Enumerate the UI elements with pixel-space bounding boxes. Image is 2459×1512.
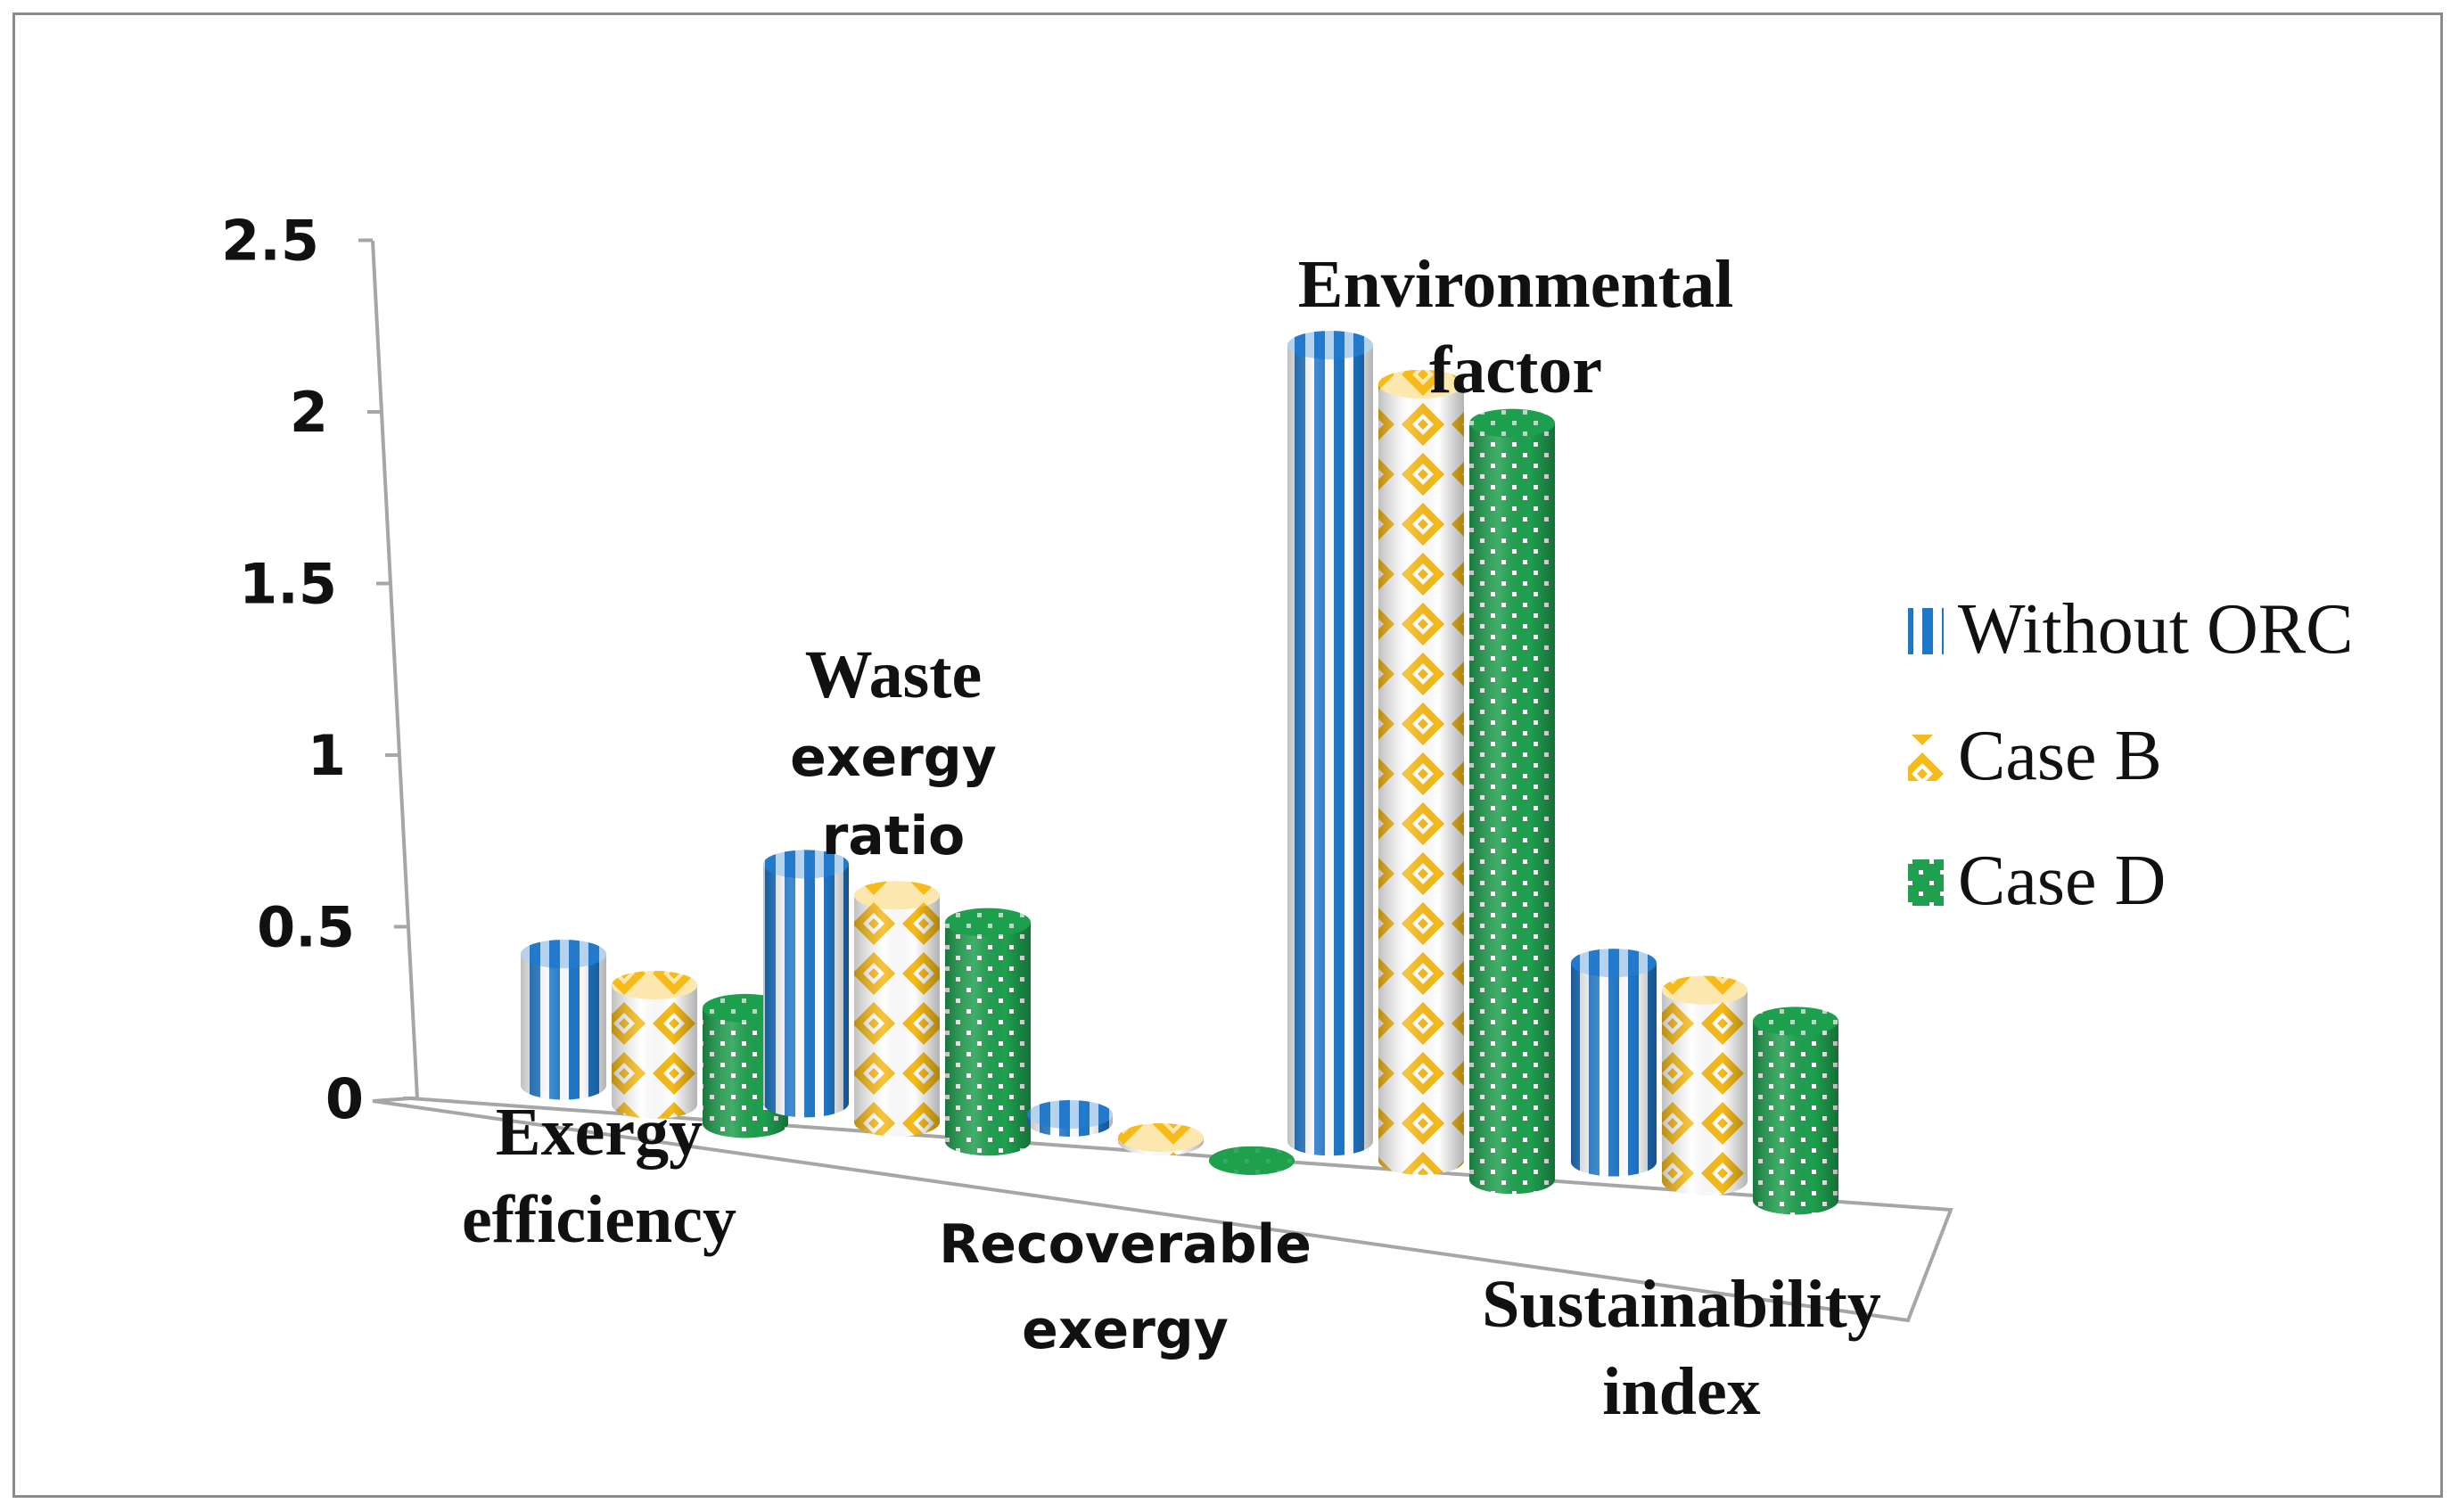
bar-without-orc-0 bbox=[521, 940, 606, 1100]
category-label-line: Environmental bbox=[1298, 247, 1733, 322]
y-tick-label: 1.5 bbox=[239, 552, 337, 617]
category-label: Environmental factor bbox=[1298, 247, 1733, 407]
bar-case-d-3 bbox=[1469, 408, 1555, 1195]
bar-case-b-1 bbox=[854, 881, 940, 1137]
y-tick-label: 0 bbox=[325, 1066, 364, 1131]
bar-without-orc-3 bbox=[1287, 331, 1374, 1156]
bar-case-b-2 bbox=[1118, 1122, 1204, 1156]
category-label-line: Sustainability bbox=[1482, 1267, 1881, 1342]
y-tick-label: 0.5 bbox=[257, 895, 355, 960]
category-label-line: exergy bbox=[790, 727, 997, 789]
y-tick-label: 2 bbox=[290, 380, 328, 445]
legend-item-case-d[interactable]: Case D bbox=[1908, 842, 2166, 920]
category-label: Waste exergy ratio bbox=[790, 637, 997, 867]
bar-without-orc-1 bbox=[763, 850, 849, 1118]
y-tick-label: 2.5 bbox=[221, 209, 319, 274]
category-label-line: Recoverable bbox=[939, 1213, 1312, 1276]
category-label-line: index bbox=[1602, 1354, 1760, 1429]
legend-label-without-orc: Without ORC bbox=[1958, 590, 2353, 669]
legend-swatch-case-b bbox=[1908, 735, 1944, 781]
legend-swatch-case-d bbox=[1908, 859, 1944, 906]
category-label-line: exergy bbox=[1022, 1299, 1229, 1361]
category-labels: Exergy efficiency Waste exergy ratio Recovera… bbox=[462, 247, 1881, 1429]
bars bbox=[521, 331, 1838, 1215]
bar-case-b-3 bbox=[1378, 369, 1464, 1175]
category-label: Exergy efficiency bbox=[462, 1095, 736, 1257]
legend-swatch-without-orc bbox=[1908, 608, 1944, 654]
y-tick-label: 1 bbox=[308, 723, 346, 788]
legend-item-case-b[interactable]: Case B bbox=[1908, 717, 2162, 795]
bar-case-b-4 bbox=[1662, 975, 1748, 1196]
bar-case-d-1 bbox=[945, 908, 1031, 1156]
legend-item-without-orc[interactable]: Without ORC bbox=[1908, 590, 2353, 669]
bar-case-d-2 bbox=[1209, 1146, 1295, 1175]
category-label-line: Exergy bbox=[496, 1095, 703, 1170]
bar-without-orc-2 bbox=[1027, 1100, 1113, 1137]
bar-without-orc-4 bbox=[1571, 949, 1657, 1177]
y-tick-labels: 0 0.5 1 1.5 2 2.5 bbox=[221, 209, 364, 1132]
legend: Without ORC Case B Case D bbox=[1908, 590, 2353, 920]
bar-case-d-4 bbox=[1753, 1007, 1838, 1215]
category-label: Sustainability index bbox=[1482, 1267, 1881, 1429]
legend-label-case-d: Case D bbox=[1958, 842, 2166, 920]
category-label-line: Waste bbox=[805, 637, 982, 712]
category-label-line: ratio bbox=[822, 805, 966, 867]
category-label-line: efficiency bbox=[462, 1182, 736, 1257]
bar-case-b-0 bbox=[612, 970, 697, 1119]
chart-frame bbox=[12, 12, 2443, 1498]
category-label-line: factor bbox=[1429, 333, 1602, 407]
legend-label-case-b: Case B bbox=[1958, 717, 2162, 795]
y-axis-line bbox=[371, 240, 419, 1099]
category-label: Recoverable exergy bbox=[939, 1213, 1312, 1361]
